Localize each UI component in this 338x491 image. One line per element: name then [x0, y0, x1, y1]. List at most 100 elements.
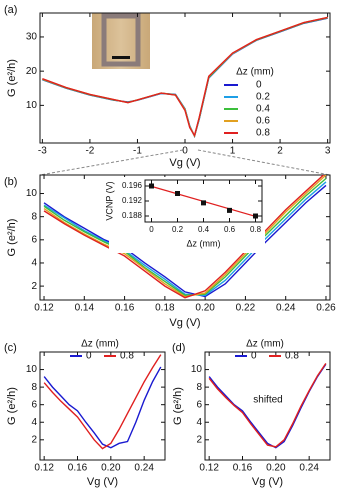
x-tick-label: 3 — [325, 146, 331, 157]
series-line — [208, 363, 327, 448]
y-axis-label: G (e²/h) — [6, 219, 18, 257]
axes-frame — [204, 351, 331, 461]
axes-frame — [39, 351, 166, 461]
x-tick-label: 0.18 — [155, 303, 175, 314]
x-tick-label: 0.12 — [199, 463, 219, 474]
legend-title: Δz (mm) — [81, 339, 119, 350]
point — [227, 207, 232, 213]
scale-bar — [112, 56, 130, 59]
axes-frame — [144, 179, 263, 223]
x-tick-label: 2 — [277, 146, 283, 157]
x-axis-label: Δz (mm) — [186, 238, 220, 248]
series-line — [42, 16, 328, 138]
series-line — [43, 354, 162, 450]
device — [101, 13, 141, 67]
series-line — [43, 366, 162, 449]
panel: -3 -2 -1 0 1 2 3 10 20 30 Vg (V) G (e²/h) (a) Δz (mm)… — [4, 4, 331, 169]
x-tick-label: 0.26 — [316, 303, 336, 314]
x-tick-label: 0.8 — [250, 225, 262, 234]
panel-label: (b) — [4, 176, 17, 188]
y-tick-label: 10 — [191, 364, 203, 375]
x-tick-label: 1 — [230, 146, 236, 157]
inset-image — [92, 13, 150, 69]
y-tick-label: 2 — [196, 434, 202, 445]
series-line — [43, 175, 325, 299]
y-tick-label: 0.196 — [122, 181, 143, 190]
plot-area — [43, 354, 162, 450]
x-tick-label: 0.16 — [233, 463, 253, 474]
y-axis-label: G (e²/h) — [6, 59, 18, 97]
series-line — [42, 17, 328, 139]
panel-label: (d) — [172, 342, 185, 354]
axes-frame — [39, 174, 331, 301]
series-line — [43, 181, 327, 297]
series-line — [43, 184, 327, 298]
x-tick-label: 0.2 — [172, 225, 184, 234]
y-tick-label: 10 — [26, 364, 38, 375]
y-axis-label: VCNP (V) — [104, 181, 114, 220]
panel: 0 0.2 0.4 0.6 0.8 0.188 0.192 0.196 Δz (mm) VCNP … — [104, 177, 265, 253]
plot-area — [149, 183, 258, 219]
x-tick-label: 0.12 — [34, 303, 54, 314]
legend-label: 0.8 — [285, 351, 299, 362]
point — [253, 213, 258, 219]
y-tick-label: 20 — [26, 66, 38, 77]
y-axis-label: G (e²/h) — [172, 387, 184, 425]
panel: 0.12 0.14 0.16 0.18 0.20 0.22 0.24 0.26246810Vg… — [4, 174, 336, 329]
series-line — [208, 363, 327, 449]
series-line — [42, 17, 328, 139]
legend-label: 0.8 — [256, 128, 270, 139]
x-tick-label: 0.14 — [75, 303, 95, 314]
x-tick-label: 0.6 — [224, 225, 236, 234]
zoom-line — [197, 149, 331, 176]
x-tick-label: 0.24 — [276, 303, 296, 314]
plot-area — [43, 175, 327, 299]
panel-label: (a) — [4, 4, 17, 16]
image-background — [92, 13, 150, 69]
x-tick-label: -2 — [85, 146, 94, 157]
panel: 0.12 0.16 0.20 0.24 2 4 6 8 10 Vg (V) G (e²/h) (c) Δ… — [4, 339, 166, 488]
legend-label: 0 — [251, 351, 257, 362]
y-tick-label: 8 — [31, 382, 37, 393]
point — [175, 191, 180, 196]
y-tick-label: 4 — [31, 258, 37, 269]
y-tick-label: 30 — [26, 32, 38, 43]
x-tick-label: 0 — [182, 146, 188, 157]
legend-title: Δz (mm) — [236, 67, 274, 78]
x-tick-label: -1 — [133, 146, 142, 157]
y-tick-label: 8 — [196, 382, 202, 393]
x-tick-label: 0.4 — [198, 225, 210, 234]
legend-label: 0.4 — [256, 104, 270, 115]
y-tick-label: 0.188 — [122, 211, 143, 220]
series-line — [42, 16, 328, 138]
y-tick-label: 10 — [26, 188, 38, 199]
x-axis-label: Vg (V) — [87, 476, 118, 488]
x-tick-label: 0.16 — [115, 303, 135, 314]
y-tick-label: 10 — [26, 100, 38, 111]
panel-label: (c) — [4, 342, 17, 354]
legend-label: 0.6 — [256, 116, 270, 127]
y-tick-label: 6 — [31, 234, 37, 245]
legend-title: Δz (mm) — [246, 339, 284, 350]
x-axis-label: Vg (V) — [169, 157, 200, 169]
legend-label: 0 — [256, 80, 262, 91]
y-tick-label: 6 — [196, 399, 202, 410]
zoom-line — [39, 149, 184, 176]
point — [201, 200, 206, 206]
annotation: shifted — [253, 395, 282, 406]
x-axis-label: Vg (V) — [169, 317, 200, 329]
x-tick-label: 0.24 — [299, 463, 319, 474]
series-line — [43, 177, 327, 297]
x-tick-label: 0.12 — [34, 463, 54, 474]
plot-area — [42, 16, 328, 139]
x-tick-label: 0 — [149, 225, 154, 234]
y-axis-label: G (e²/h) — [6, 387, 18, 425]
legend-label: 0.2 — [256, 92, 270, 103]
x-axis-label: Vg (V) — [252, 476, 283, 488]
series-line — [43, 175, 327, 298]
plot-area — [208, 363, 327, 449]
x-tick-label: 0.20 — [195, 303, 215, 314]
series-line — [42, 17, 328, 138]
x-tick-label: 0.22 — [236, 303, 256, 314]
